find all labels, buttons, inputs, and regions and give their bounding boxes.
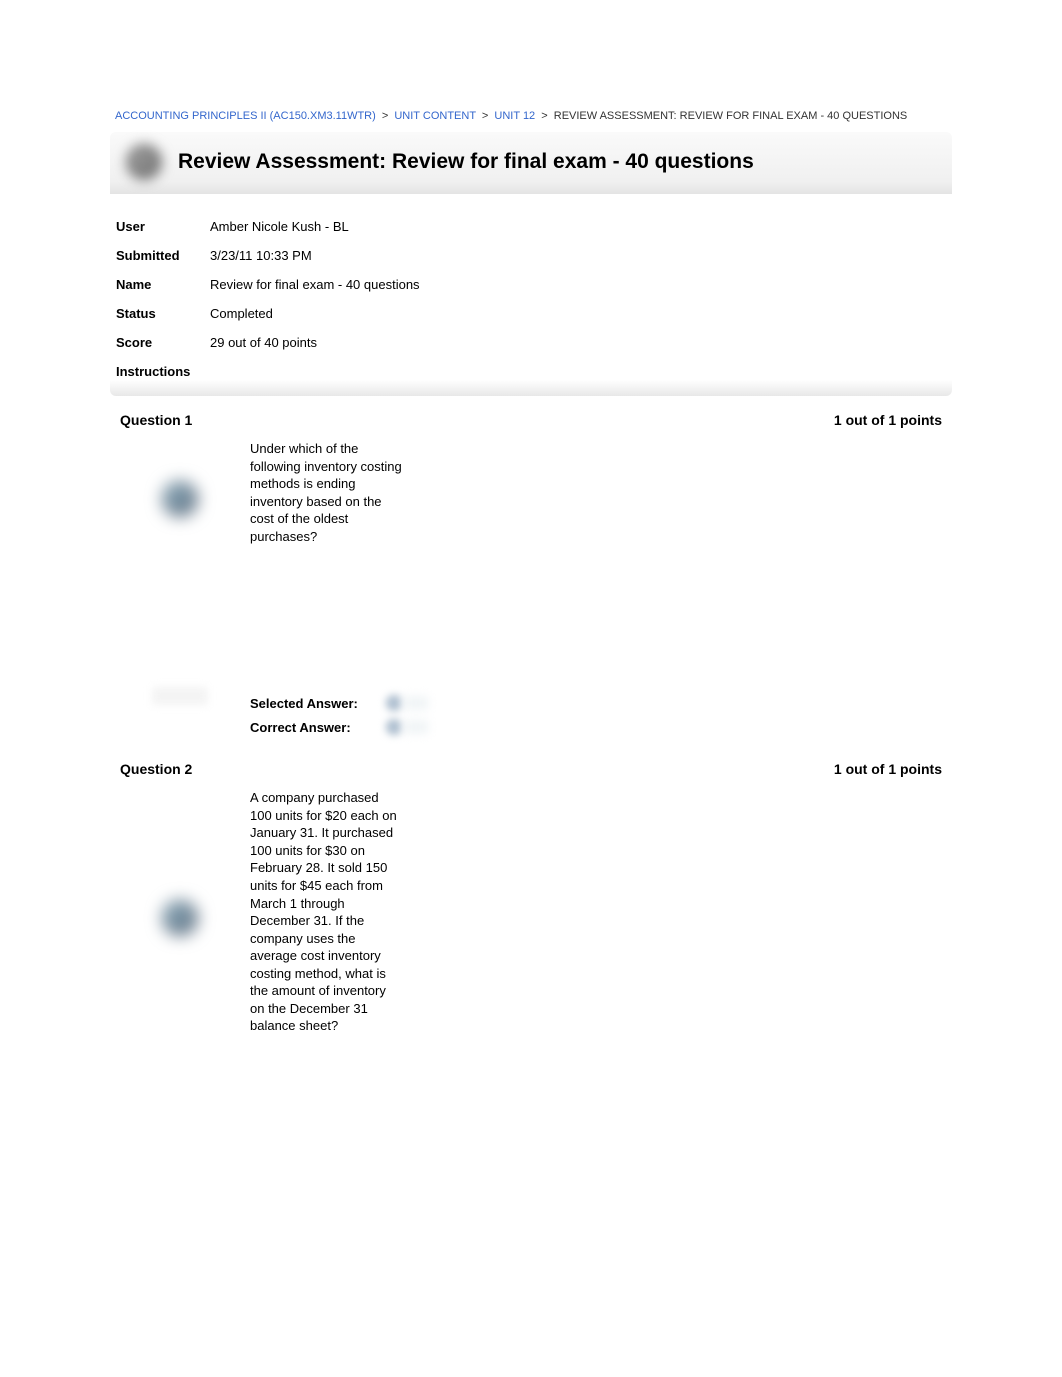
question-header: Question 1 1 out of 1 points bbox=[110, 408, 952, 436]
breadcrumb-link-course[interactable]: ACCOUNTING PRINCIPLES II (AC150.XM3.11WT… bbox=[115, 110, 376, 122]
meta-instructions-label: Instructions bbox=[114, 364, 210, 379]
meta-name-label: Name bbox=[114, 277, 210, 292]
breadcrumb-current: REVIEW ASSESSMENT: REVIEW FOR FINAL EXAM… bbox=[554, 110, 908, 122]
question-block: Question 1 1 out of 1 points Under which… bbox=[110, 408, 952, 549]
meta-submitted-value: 3/23/11 10:33 PM bbox=[210, 248, 312, 263]
breadcrumb-link-unit-12[interactable]: UNIT 12 bbox=[494, 110, 535, 122]
meta-user-value: Amber Nicole Kush - BL bbox=[210, 219, 349, 234]
assessment-meta: User Amber Nicole Kush - BL Submitted 3/… bbox=[110, 194, 952, 396]
title-bar: Review Assessment: Review for final exam… bbox=[110, 132, 952, 194]
breadcrumb-separator: > bbox=[538, 110, 550, 122]
correct-answer-icon bbox=[386, 719, 402, 735]
question-text: Under which of the following inventory c… bbox=[250, 438, 402, 549]
meta-submitted-label: Submitted bbox=[114, 248, 210, 263]
selected-answer-value bbox=[404, 697, 428, 709]
correct-answer-label: Correct Answer: bbox=[250, 720, 382, 735]
correct-answer-value bbox=[404, 721, 428, 733]
question-number: Question 2 bbox=[120, 761, 192, 777]
question-block: Question 2 1 out of 1 points A company p… bbox=[110, 757, 952, 1039]
meta-status-label: Status bbox=[114, 306, 210, 321]
question-status-icon bbox=[162, 900, 198, 936]
question-points: 1 out of 1 points bbox=[834, 412, 942, 428]
question-header: Question 2 1 out of 1 points bbox=[110, 757, 952, 785]
meta-score-value: 29 out of 40 points bbox=[210, 335, 317, 350]
meta-user-label: User bbox=[114, 219, 210, 234]
breadcrumb: ACCOUNTING PRINCIPLES II (AC150.XM3.11WT… bbox=[0, 110, 1062, 128]
selected-answer-label: Selected Answer: bbox=[250, 696, 382, 711]
answer-block: Selected Answer: Correct Answer: bbox=[110, 679, 952, 749]
answer-badge-icon bbox=[152, 687, 208, 705]
question-number: Question 1 bbox=[120, 412, 192, 428]
meta-score-label: Score bbox=[114, 335, 210, 350]
meta-status-value: Completed bbox=[210, 306, 273, 321]
breadcrumb-link-unit-content[interactable]: UNIT CONTENT bbox=[394, 110, 476, 122]
selected-answer-icon bbox=[386, 695, 402, 711]
question-status-icon bbox=[162, 481, 198, 517]
page-title: Review Assessment: Review for final exam… bbox=[178, 150, 754, 174]
meta-name-value: Review for final exam - 40 questions bbox=[210, 277, 420, 292]
assessment-icon bbox=[126, 144, 162, 180]
breadcrumb-separator: > bbox=[479, 110, 491, 122]
question-points: 1 out of 1 points bbox=[834, 761, 942, 777]
question-text: A company purchased 100 units for $20 ea… bbox=[250, 787, 402, 1039]
breadcrumb-separator: > bbox=[379, 110, 391, 122]
